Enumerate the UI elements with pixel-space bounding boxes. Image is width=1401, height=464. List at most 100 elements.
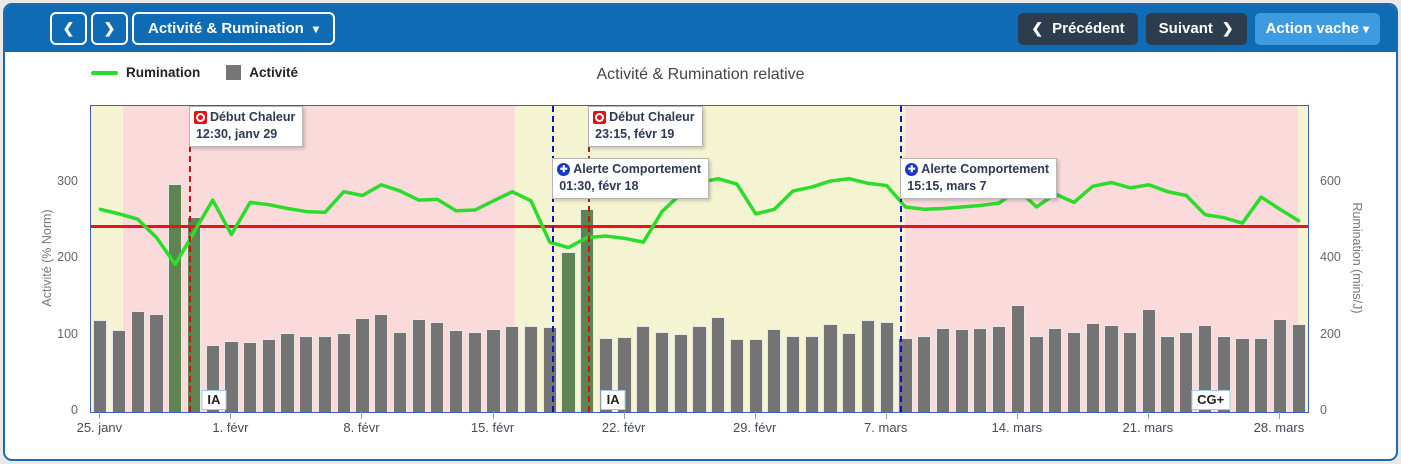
activity-bar (224, 340, 239, 412)
event-time: 15:15, mars 7 (907, 179, 987, 193)
threshold-line (91, 224, 1308, 228)
activity-bar (523, 325, 539, 412)
scroll-left-button[interactable]: ❮ (50, 12, 87, 45)
activity-bar (149, 314, 164, 412)
activity-bar (1104, 324, 1119, 412)
chevron-left-icon: ❮ (62, 20, 75, 36)
activity-bar (1085, 322, 1100, 412)
x-axis-tickmark (754, 412, 756, 419)
rumination-line-swatch-icon (91, 70, 118, 75)
previous-button-label: Précédent (1052, 20, 1125, 37)
activity-bar (786, 335, 801, 412)
activity-bar (111, 330, 127, 412)
activity-bar (299, 335, 314, 412)
event-time: 01:30, févr 18 (559, 179, 639, 193)
x-axis-tickmark (885, 412, 887, 419)
activity-bar (1029, 335, 1044, 412)
activity-bar (243, 342, 258, 412)
event-title: Alerte Comportement (921, 162, 1050, 176)
event-title: Début Chaleur (209, 110, 296, 124)
activity-bar (261, 339, 276, 412)
x-axis-tick-label: 25. janv (76, 420, 123, 435)
x-axis-tickmark (492, 412, 494, 419)
x-axis-tickmark (1147, 412, 1149, 419)
x-axis-tickmark (99, 412, 101, 419)
activity-bar (505, 326, 520, 412)
event-time: 12:30, janv 29 (195, 127, 278, 141)
view-selector-dropdown[interactable]: Activité & Rumination ▾ (132, 12, 335, 45)
activity-bar (711, 317, 726, 412)
view-selector-label: Activité & Rumination (148, 20, 304, 37)
activity-bar (467, 331, 482, 412)
activity-bar (411, 318, 426, 412)
event-title: Alerte Comportement (573, 162, 702, 176)
y-axis-tick-label: 0 (71, 403, 78, 417)
heat-event-line (588, 106, 591, 412)
event-tooltip: Début Chaleur 23:15, févr 19 (588, 106, 703, 147)
chevron-left-icon: ❮ (1031, 20, 1044, 36)
next-button[interactable]: Suivant ❯ (1145, 12, 1247, 45)
x-axis-tickmark (623, 412, 625, 419)
activity-bar (1235, 337, 1250, 412)
plot-area: Début Chaleur 12:30, janv 29 ✚ Alerte Compo… (90, 105, 1309, 413)
x-axis-tick-label: 1. févr (212, 420, 249, 435)
next-button-label: Suivant (1158, 20, 1213, 37)
activity-bar (748, 339, 763, 412)
x-axis-tickmark (1278, 412, 1280, 419)
activity-bar (448, 330, 464, 412)
activity-bar (842, 333, 857, 412)
action-vache-dropdown[interactable]: Action vache ▾ (1254, 12, 1380, 45)
left-axis-ticks: 0 100 200 300 (5, 105, 84, 418)
toolbar-right-group: ❮ Précédent Suivant ❯ Action vache ▾ (1018, 12, 1380, 45)
scroll-right-button[interactable]: ❯ (91, 12, 128, 45)
x-axis-tick-label: 8. févr (343, 420, 380, 435)
activity-bar (1179, 332, 1194, 412)
top-toolbar: ❮ ❯ Activité & Rumination ▾ ❮ Précédent … (5, 5, 1396, 52)
activity-bar (935, 327, 950, 412)
medical-plus-icon: ✚ (557, 163, 571, 176)
y-axis-tick-label: 400 (1320, 250, 1341, 264)
y-axis-tick-label: 200 (57, 250, 78, 264)
action-vache-label: Action vache (1265, 20, 1359, 37)
activity-bar (355, 317, 370, 412)
event-tooltip-header: Début Chaleur (593, 109, 695, 126)
activity-bar (991, 325, 1007, 412)
previous-button[interactable]: ❮ Précédent (1018, 12, 1138, 45)
activity-bar (392, 331, 408, 412)
event-tooltip-header: ✚ Alerte Comportement (557, 161, 701, 178)
activity-bar (336, 333, 351, 412)
x-axis-tick-label: 14. mars (991, 420, 1043, 435)
activity-bar (973, 327, 988, 412)
heat-target-icon (593, 111, 607, 124)
y-axis-tick-label: 600 (1320, 173, 1341, 188)
activity-bar (654, 331, 670, 412)
chart-legend: Rumination Activité (91, 65, 298, 80)
y-axis-tick-label: 300 (57, 173, 78, 188)
chevron-right-icon: ❯ (1221, 20, 1234, 36)
activity-bar-heat (561, 252, 576, 412)
y-axis-tick-label: 200 (1320, 326, 1341, 341)
activity-bar (804, 335, 819, 412)
heat-event-line (188, 106, 191, 412)
activity-bar (1123, 331, 1138, 412)
x-axis-tick-label: 29. févr (732, 420, 777, 435)
activity-bar-swatch-icon (226, 65, 242, 80)
activity-bar (280, 333, 295, 412)
event-tooltip: Début Chaleur 12:30, janv 29 (188, 106, 304, 147)
event-marker-label: IA (201, 390, 227, 410)
behavior-event-line (552, 106, 555, 412)
legend-rumination-label: Rumination (126, 65, 201, 80)
rumination-line (91, 106, 1308, 412)
activity-bar (860, 320, 876, 412)
activity-bar (1010, 304, 1025, 412)
x-axis-tickmarks (90, 412, 1307, 419)
medical-plus-icon: ✚ (905, 163, 919, 176)
x-axis-tick-label: 21. mars (1122, 420, 1174, 435)
phase-region (1298, 106, 1308, 412)
right-axis-title: Rumination (mins/J) (1350, 202, 1364, 314)
activity-bar (1160, 335, 1175, 412)
activity-bar (486, 329, 501, 412)
activity-bar (1254, 337, 1269, 412)
activity-bar (1066, 332, 1082, 412)
